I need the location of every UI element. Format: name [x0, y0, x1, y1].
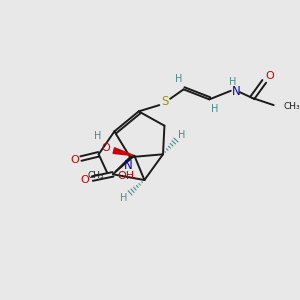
Text: CH₃: CH₃: [87, 171, 104, 180]
Text: O: O: [265, 71, 274, 81]
Text: N: N: [124, 159, 133, 172]
Text: OH: OH: [117, 171, 134, 181]
Text: N: N: [232, 85, 240, 98]
Text: CH₃: CH₃: [284, 102, 300, 111]
Text: O: O: [101, 143, 110, 153]
Text: H: H: [120, 193, 127, 203]
Text: H: H: [212, 104, 219, 114]
Text: H: H: [175, 74, 182, 84]
Text: H: H: [178, 130, 186, 140]
Text: O: O: [80, 175, 89, 185]
Text: H: H: [230, 77, 237, 87]
Text: O: O: [70, 155, 79, 165]
Text: S: S: [161, 94, 169, 108]
Text: H: H: [94, 131, 102, 141]
Polygon shape: [113, 148, 134, 156]
